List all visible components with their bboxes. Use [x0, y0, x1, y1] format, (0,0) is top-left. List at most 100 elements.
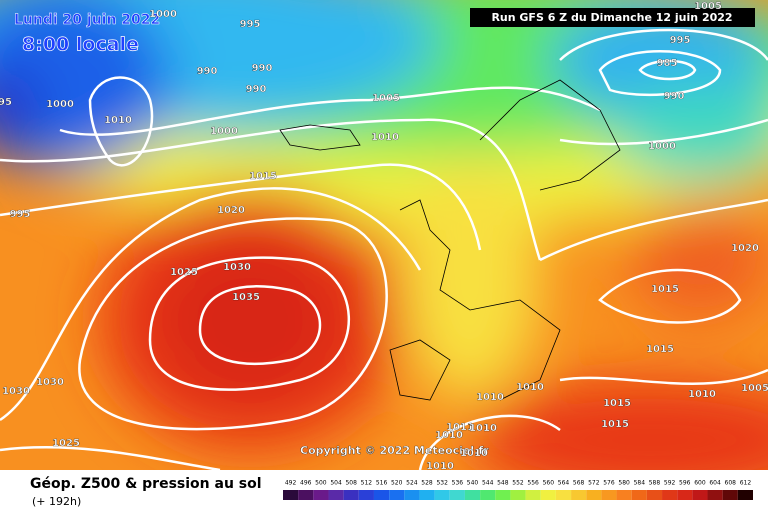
- scale-swatch: [464, 490, 481, 500]
- scale-label: 572: [588, 480, 600, 487]
- isobar-label: 1000: [149, 9, 177, 20]
- scale-swatch: [298, 490, 314, 500]
- scale-label: 596: [679, 480, 691, 487]
- scale-swatch: [616, 490, 632, 500]
- scale-swatch: [495, 490, 511, 500]
- scale-swatch: [631, 490, 647, 500]
- legend-lead: (+ 192h): [32, 495, 81, 508]
- scale-label: 608: [725, 480, 737, 487]
- isobar-label: 1015: [651, 284, 679, 295]
- scale-swatch: [525, 490, 541, 500]
- scale-label: 516: [376, 480, 388, 487]
- scale-label: 548: [497, 480, 509, 487]
- scale-label: 496: [300, 480, 312, 487]
- isobar-label: 1010: [516, 382, 544, 393]
- scale-label: 540: [467, 480, 479, 487]
- isobar-label: 1015: [646, 344, 674, 355]
- isobar-label: 995: [10, 209, 31, 220]
- isobar-label: 1010: [435, 430, 463, 441]
- scale-swatch: [677, 490, 693, 500]
- scale-swatch: [373, 490, 390, 500]
- scale-label: 612: [740, 480, 752, 487]
- isobar-label: 1035: [232, 292, 260, 303]
- scale-label: 508: [345, 480, 357, 487]
- scale-label: 576: [603, 480, 615, 487]
- isobar-label: 1005: [694, 1, 722, 12]
- isobar-label: 1010: [469, 423, 497, 434]
- isobar-label: 1030: [223, 262, 251, 273]
- map-field: [0, 0, 768, 470]
- scale-swatch: [404, 490, 420, 500]
- scale-swatch: [358, 490, 374, 500]
- scale-swatch: [419, 490, 435, 500]
- scale-swatch: [571, 490, 587, 500]
- scale-label: 528: [421, 480, 433, 487]
- isobar-label: 1000: [46, 99, 74, 110]
- copyright: Copyright © 2022 Meteociel.fr: [300, 444, 489, 457]
- isobar-label: 995: [240, 19, 261, 30]
- isobar-label: 1030: [36, 377, 64, 388]
- scale-swatch: [555, 490, 572, 500]
- isobar-label: 990: [664, 91, 685, 102]
- isobar-label: 1030: [2, 386, 30, 397]
- scale-swatch: [510, 490, 526, 500]
- isobar-label: 990: [252, 63, 273, 74]
- scale-swatch: [540, 490, 556, 500]
- isobar-label: 1025: [52, 438, 80, 449]
- run-info: Run GFS 6 Z du Dimanche 12 juin 2022: [491, 11, 732, 24]
- isobar-label: 1010: [688, 389, 716, 400]
- isobar-label: 1015: [603, 398, 631, 409]
- scale-label: 492: [285, 480, 297, 487]
- scale-label: 520: [391, 480, 403, 487]
- isobar-label: 1020: [217, 205, 245, 216]
- isobar-label: 1020: [731, 243, 759, 254]
- scale-swatch: [662, 490, 678, 500]
- isobar-label: 1015: [249, 171, 277, 182]
- coastlines: [279, 79, 621, 401]
- isobar-label: 1025: [170, 267, 198, 278]
- scale-label: 532: [436, 480, 448, 487]
- isobar-label: 1000: [210, 126, 238, 137]
- scale-swatch: [328, 490, 344, 500]
- valid-date: Lundi 20 juin 2022: [14, 12, 160, 28]
- scale-label: 604: [709, 480, 721, 487]
- isobar-label: 1011: [446, 422, 474, 433]
- scale-label: 512: [361, 480, 373, 487]
- scale-swatch: [737, 490, 753, 500]
- scale-label: 580: [618, 480, 630, 487]
- isobar-label: 95: [0, 97, 12, 108]
- scale-swatch: [646, 490, 663, 500]
- scale-label: 592: [664, 480, 676, 487]
- scale-label: 524: [406, 480, 418, 487]
- scale-swatch: [283, 490, 299, 500]
- run-box: [470, 8, 755, 27]
- scale-label: 560: [543, 480, 555, 487]
- isobar-label: 1015: [601, 419, 629, 430]
- isobar-label: 1010: [371, 132, 399, 143]
- scale-label: 564: [558, 480, 570, 487]
- scale-swatch: [434, 490, 450, 500]
- color-scale: 492 496 500 504 508 512 516 520 524 528 532 536 540 5…: [283, 480, 753, 500]
- scale-label: 536: [452, 480, 464, 487]
- scale-label: 500: [315, 480, 327, 487]
- legend-title: Géop. Z500 & pression au sol: [30, 476, 262, 492]
- scale-label: 552: [512, 480, 524, 487]
- isobar-label: 1010: [476, 392, 504, 403]
- isobar-label: 1010: [460, 448, 488, 459]
- isobar-label: 1000: [648, 141, 676, 152]
- scale-label: 568: [573, 480, 585, 487]
- isobar-label: 995: [670, 35, 691, 46]
- scale-swatch: [480, 490, 496, 500]
- scale-swatch: [707, 490, 723, 500]
- scale-swatch: [586, 490, 602, 500]
- scale-label: 584: [634, 480, 646, 487]
- scale-label: 544: [482, 480, 494, 487]
- isobar-label: 985: [657, 58, 678, 69]
- scale-swatch: [449, 490, 465, 500]
- scale-label: 556: [527, 480, 539, 487]
- scale-swatch: [722, 490, 738, 500]
- scale-label: 588: [649, 480, 661, 487]
- scale-swatch: [692, 490, 708, 500]
